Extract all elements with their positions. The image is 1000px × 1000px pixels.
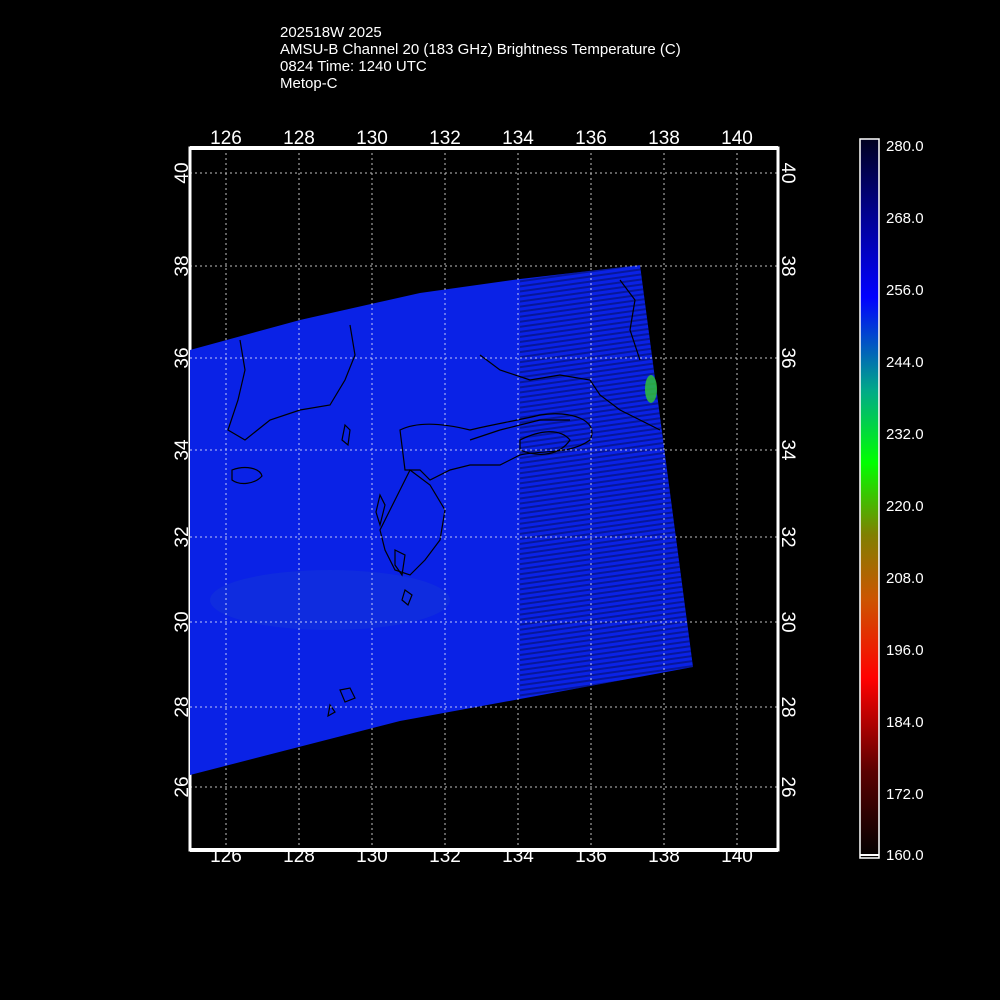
lon-label-bottom-132: 132: [429, 846, 461, 867]
lat-label-left-30: 30: [172, 611, 193, 632]
colorbar-label-268: 268.0: [886, 210, 924, 227]
lat-label-left-28: 28: [172, 696, 193, 717]
lat-label-right-36: 36: [777, 347, 798, 368]
title-line-2: AMSU-B Channel 20 (183 GHz) Brightness T…: [280, 41, 681, 58]
colorbar-label-232: 232.0: [886, 426, 924, 443]
lon-label-top-130: 130: [356, 128, 388, 149]
lat-label-right-28: 28: [777, 696, 798, 717]
colorbar-label-280: 280.0: [886, 138, 924, 155]
title-line-1: 202518W 2025: [280, 24, 382, 41]
lat-label-left-32: 32: [172, 526, 193, 547]
lat-label-left-38: 38: [172, 255, 193, 276]
colorbar-label-220: 220.0: [886, 498, 924, 515]
lon-labels-bottom: 126 128 130 132 134 136 138 140: [210, 846, 753, 867]
title-block: 202518W 2025 AMSU-B Channel 20 (183 GHz)…: [280, 24, 681, 92]
green-feature: [645, 375, 657, 403]
gridlines: [190, 148, 778, 850]
lat-labels-right: 26 28 30 32 34 36 38 40: [777, 162, 798, 797]
colorbar-label-244: 244.0: [886, 354, 924, 371]
lon-label-bottom-134: 134: [502, 846, 534, 867]
lat-label-right-30: 30: [777, 611, 798, 632]
lon-label-bottom-140: 140: [721, 846, 753, 867]
lat-label-right-38: 38: [777, 255, 798, 276]
colorbar-labels: 280.0 268.0 256.0 244.0 232.0 220.0 208.…: [886, 138, 924, 864]
colorbar-label-208: 208.0: [886, 570, 924, 587]
lon-label-bottom-128: 128: [283, 846, 315, 867]
lat-label-left-26: 26: [172, 776, 193, 797]
lat-label-left-40: 40: [172, 162, 193, 183]
colorbar: [859, 138, 880, 859]
lat-labels-left: 26 28 30 32 34 36 38 40: [172, 162, 193, 797]
lon-label-bottom-138: 138: [648, 846, 680, 867]
colorbar-label-196: 196.0: [886, 642, 924, 659]
lon-label-bottom-136: 136: [575, 846, 607, 867]
lon-labels-top: 126 128 130 132 134 136 138 140: [210, 128, 753, 149]
lon-label-bottom-130: 130: [356, 846, 388, 867]
coastlines: [227, 279, 661, 718]
lon-label-top-132: 132: [429, 128, 461, 149]
lat-label-left-34: 34: [172, 439, 193, 461]
lat-label-right-26: 26: [777, 776, 798, 797]
swath-variation: [210, 570, 450, 630]
lon-label-top-128: 128: [283, 128, 315, 149]
lon-label-bottom-126: 126: [210, 846, 242, 867]
lon-label-top-134: 134: [502, 128, 534, 149]
lon-label-top-140: 140: [721, 128, 753, 149]
title-line-3: 0824 Time: 1240 UTC: [280, 58, 427, 75]
colorbar-label-160: 160.0: [886, 847, 924, 864]
lat-label-right-32: 32: [777, 526, 798, 547]
colorbar-label-172: 172.0: [886, 786, 924, 803]
lat-label-right-40: 40: [777, 162, 798, 183]
lon-label-top-136: 136: [575, 128, 607, 149]
colorbar-label-256: 256.0: [886, 282, 924, 299]
lat-label-right-34: 34: [777, 439, 798, 461]
title-line-4: Metop-C: [280, 75, 338, 92]
colorbar-label-184: 184.0: [886, 714, 924, 731]
lon-label-top-126: 126: [210, 128, 242, 149]
lon-label-top-138: 138: [648, 128, 680, 149]
lat-label-left-36: 36: [172, 347, 193, 368]
swath-scan-lines: [520, 265, 693, 699]
